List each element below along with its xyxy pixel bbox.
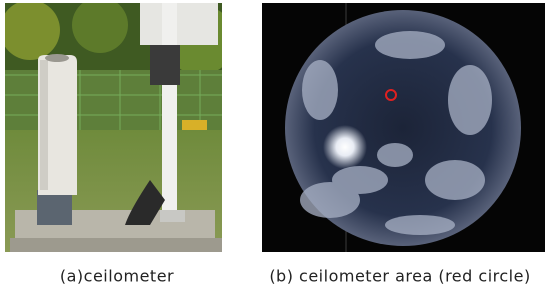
figure: (a)ceilometer (b) ceilometer area (red c… [0,0,558,293]
photo-sky [262,3,545,252]
photo-ceilometer [0,0,235,252]
caption: (b) ceilometer area (red circle) [269,267,530,286]
caption: (a)ceilometer [60,267,174,286]
